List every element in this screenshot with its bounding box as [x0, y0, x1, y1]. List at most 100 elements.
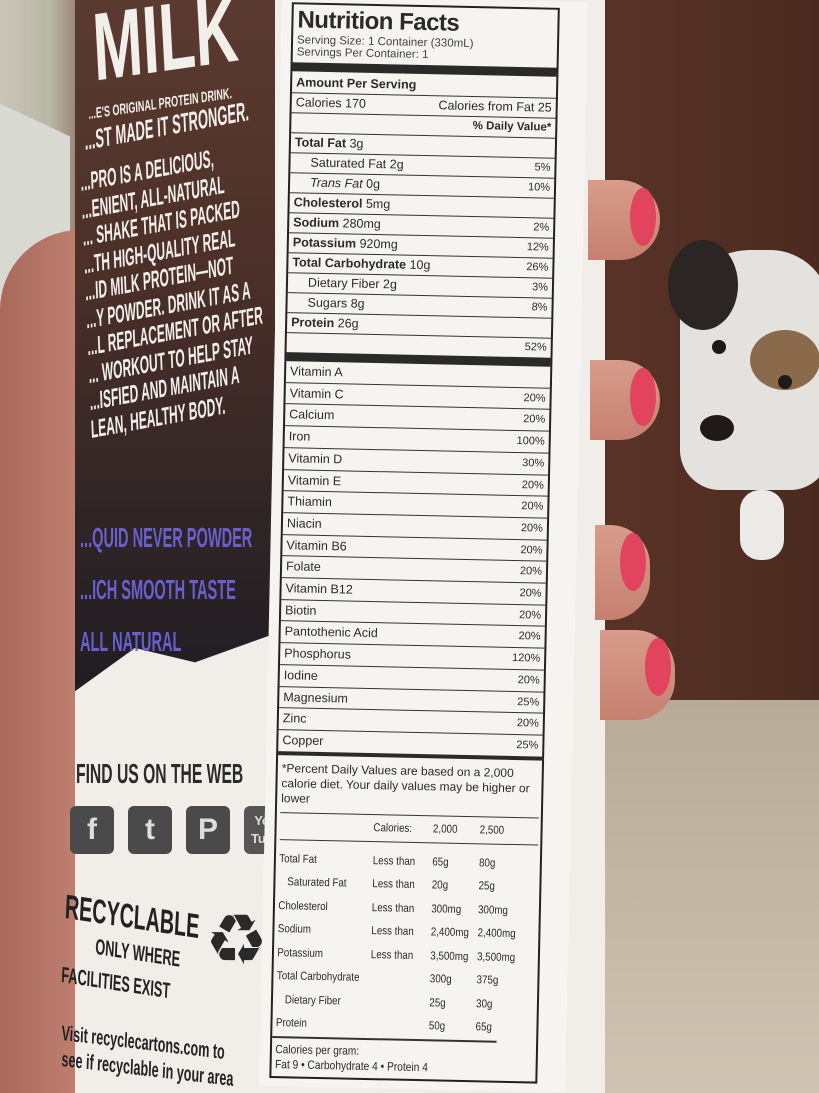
nutrient-dv: 2% — [533, 221, 550, 234]
calorie-table-cell: Sodium — [277, 923, 312, 936]
finger — [595, 525, 650, 620]
calorie-table-header-cell: 2,500 — [479, 823, 505, 837]
nutrient-name: Total Carbohydrate — [292, 255, 407, 272]
calorie-table-header-cell: Calories: — [373, 821, 413, 835]
calorie-table-cell: 25g — [429, 996, 446, 1010]
puppy-paw — [740, 490, 784, 560]
vitamin-name: Iodine — [283, 668, 318, 683]
puppy-ear — [668, 240, 738, 330]
nutrient-name: Total Fat — [294, 135, 347, 151]
nutrition-facts: Nutrition Facts Serving Size: 1 Containe… — [269, 2, 560, 1084]
nutrient-label: Protein 26g — [291, 313, 359, 333]
puppy-eye — [778, 375, 792, 389]
calorie-table-cell: Less than — [371, 901, 415, 915]
facebook-icon[interactable]: f — [70, 806, 114, 854]
twitter-icon[interactable]: t — [128, 806, 172, 854]
vitamin-dv: 30% — [522, 456, 545, 470]
finger — [590, 360, 660, 440]
calorie-table-cell: 50g — [428, 1020, 446, 1033]
vitamin-dv: 20% — [521, 478, 544, 492]
nutrient-name: Sodium — [293, 215, 340, 231]
fingernail — [630, 368, 656, 426]
vitamin-dv: 20% — [523, 391, 546, 405]
vitamin-dv: 20% — [519, 587, 542, 600]
calorie-table-cell: 2,400mg — [430, 926, 469, 940]
vitamin-name: Vitamin D — [288, 451, 343, 467]
calorie-table-cell: 80g — [478, 856, 496, 870]
nutrient-label: Total Carbohydrate 10g — [292, 253, 430, 275]
dv-header-label: % Daily Value* — [472, 120, 552, 134]
calorie-reference-table: Calories: 2,000 2,500 Total Fat Less than 65g… — [272, 811, 541, 1041]
finger — [600, 630, 675, 720]
calories: Calories 170 — [295, 95, 367, 111]
nutrient-name: Dietary Fiber — [307, 275, 380, 292]
nutrient-name: Sugars — [307, 295, 348, 311]
fingernail — [630, 188, 656, 246]
carton-brown-panel — [75, 0, 275, 692]
nutrient-label: Trans Fat 0g — [294, 173, 380, 194]
nutrition-label-panel: Nutrition Facts Serving Size: 1 Containe… — [259, 0, 588, 1093]
calorie-table-cell: 300mg — [477, 903, 509, 917]
calorie-table-header-cell: 2,000 — [432, 823, 458, 836]
vitamin-dv: 20% — [519, 565, 543, 578]
calorie-table-cell: Total Carbohydrate — [276, 970, 360, 984]
calorie-table-cell: 65g — [475, 1021, 493, 1034]
vitamin-name: Zinc — [282, 711, 307, 726]
vitamin-dv: 20% — [518, 608, 542, 622]
vitamin-dv: 20% — [523, 413, 546, 427]
nutrient-amount: 10g — [409, 257, 431, 273]
nutrient-amount: 2g — [382, 277, 398, 292]
calorie-table-cell: Protein — [275, 1017, 307, 1030]
nutrient-dv: 10% — [527, 181, 551, 194]
vitamin-dv: 20% — [521, 500, 544, 513]
protein-dv: 52% — [524, 341, 547, 354]
calorie-table-cell: 25g — [478, 880, 495, 893]
nutrient-amount: 8g — [350, 296, 365, 311]
nutrient-label: Potassium 920mg — [293, 233, 398, 254]
nutrient-name: Protein — [291, 315, 335, 331]
pinterest-icon[interactable]: P — [186, 806, 230, 854]
vitamin-name: Biotin — [284, 602, 317, 618]
vitamin-dv: 120% — [511, 652, 541, 665]
nutrient-amount: 26g — [337, 316, 359, 331]
calorie-table-cell: 30g — [475, 997, 493, 1011]
calorie-table-header-cell — [280, 813, 374, 841]
vitamin-name: Vitamin C — [289, 385, 344, 402]
vitamin-name: Calcium — [289, 407, 335, 423]
vitamin-name: Thiamin — [287, 494, 333, 510]
calorie-table-cell: 3,500mg — [476, 950, 516, 964]
calories-from-fat: Calories from Fat 25 — [438, 98, 552, 115]
vitamin-dv: 20% — [520, 522, 544, 535]
calorie-table-cell: 20g — [431, 879, 449, 892]
vitamin-dv: 20% — [518, 630, 541, 643]
calorie-table-cell: Total Fat — [279, 852, 317, 866]
nutrient-dv: 5% — [534, 161, 551, 174]
finger — [588, 180, 660, 260]
puppy — [660, 230, 819, 560]
calorie-table-cell: 300g — [429, 973, 452, 986]
nutrient-name: Trans Fat — [309, 175, 363, 191]
calorie-table-cell: 300mg — [431, 902, 462, 916]
nutrient-name: Cholesterol — [293, 195, 363, 211]
fingernail — [620, 533, 646, 591]
puppy-nose — [700, 415, 734, 441]
nutrient-amount: 2g — [389, 157, 404, 172]
calorie-table-cell: Saturated Fat — [287, 876, 347, 890]
vitamin-list: Vitamin A Vitamin C 20% Calcium 20% Iron 100% V… — [278, 361, 550, 757]
puppy-eye — [712, 340, 726, 354]
calorie-table-cell: 375g — [476, 974, 499, 987]
nutrient-label: Saturated Fat 2g — [294, 153, 404, 174]
vitamin-dv: 20% — [516, 717, 539, 730]
fingernail — [645, 638, 671, 696]
nutrient-dv: 12% — [526, 241, 549, 254]
vitamin-name: Pantothenic Acid — [284, 624, 378, 641]
vitamin-name: Niacin — [286, 516, 322, 531]
calorie-table-cell: Potassium — [277, 946, 324, 960]
calorie-table-cell: 2,400mg — [477, 927, 516, 941]
calorie-table-header: Calories: 2,000 2,500 — [279, 811, 539, 846]
vitamin-dv: 100% — [516, 435, 545, 448]
vitamin-name: Vitamin B6 — [286, 537, 347, 554]
vitamin-name: Iron — [288, 429, 311, 444]
feature-line: ...QUID NEVER POWDER — [80, 522, 253, 553]
nutrient-amount: 5mg — [365, 196, 391, 212]
